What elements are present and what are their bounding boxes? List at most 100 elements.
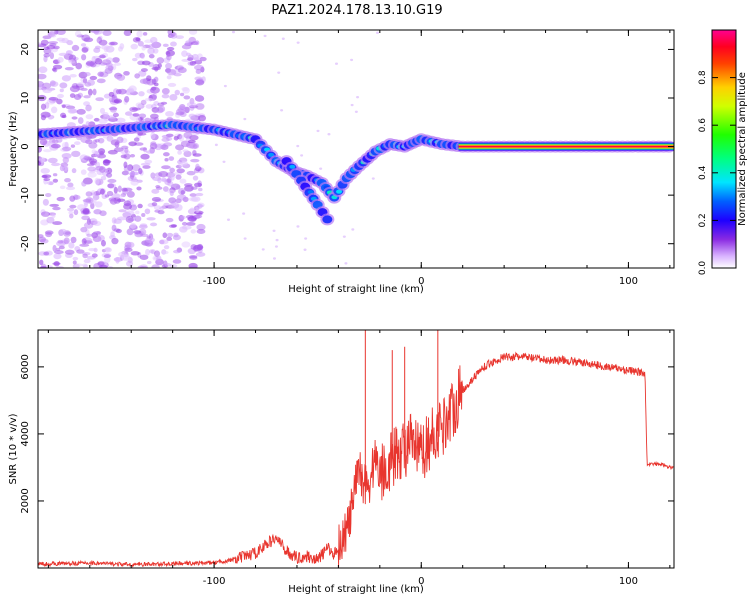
noise-blob xyxy=(38,236,46,243)
noise-blob xyxy=(43,52,51,58)
noise-blob xyxy=(161,87,170,95)
noise-blob xyxy=(146,217,156,221)
noise-blob xyxy=(71,150,81,158)
noise-blob xyxy=(140,153,150,160)
noise-blob xyxy=(199,56,207,62)
noise-blob xyxy=(182,149,189,153)
noise-blob xyxy=(85,114,94,120)
noise-blob xyxy=(94,177,100,185)
noise-blob xyxy=(189,193,197,197)
noise-blob xyxy=(145,150,155,154)
noise-blob xyxy=(181,50,188,57)
noise-blob xyxy=(174,89,181,96)
noise-blob xyxy=(132,57,138,62)
noise-blob xyxy=(61,75,72,82)
noise-blob xyxy=(192,149,197,156)
noise-blob xyxy=(82,78,88,84)
noise-blob xyxy=(169,202,180,209)
noise-blob xyxy=(161,137,170,142)
noise-blob xyxy=(137,265,145,268)
noise-blob xyxy=(71,44,80,52)
noise-blob xyxy=(137,203,143,209)
noise-blob xyxy=(88,142,98,149)
noise-blob xyxy=(243,117,247,121)
noise-blob xyxy=(136,30,143,38)
noise-blob xyxy=(140,99,147,106)
noise-blob xyxy=(90,197,97,204)
noise-blob xyxy=(170,174,175,181)
noise-blob xyxy=(196,223,206,231)
noise-blob xyxy=(81,47,89,53)
noise-blob xyxy=(52,262,61,266)
noise-blob xyxy=(195,192,204,197)
noise-blob xyxy=(190,186,198,190)
noise-blob xyxy=(194,182,203,188)
noise-blob xyxy=(126,228,134,236)
noise-blob xyxy=(141,45,146,51)
noise-blob xyxy=(300,154,304,157)
noise-blob xyxy=(116,198,126,203)
colorbar-gradient xyxy=(711,29,737,269)
noise-blob xyxy=(150,141,157,146)
noise-blob xyxy=(128,85,137,93)
noise-blob xyxy=(242,212,246,215)
noise-blob xyxy=(61,104,66,109)
noise-blob xyxy=(161,165,171,170)
noise-blob xyxy=(39,259,44,266)
noise-blob xyxy=(50,106,58,114)
noise-blob xyxy=(296,225,300,228)
noise-blob xyxy=(118,88,127,95)
spectrogram-ytick-label: -10 xyxy=(20,187,31,203)
noise-blob xyxy=(147,44,156,49)
noise-blob xyxy=(344,262,348,265)
noise-blob xyxy=(166,236,173,241)
noise-blob xyxy=(55,247,61,252)
colorbar: 0.0 0.2 0.4 0.6 0.8 Normalized spectral ampl… xyxy=(698,29,748,275)
noise-blob xyxy=(115,228,122,234)
noise-blob xyxy=(192,244,203,252)
noise-blob xyxy=(43,48,52,55)
noise-blob xyxy=(186,102,197,108)
noise-blob xyxy=(165,62,173,70)
noise-blob xyxy=(356,95,360,99)
noise-blob xyxy=(76,82,85,87)
noise-blob xyxy=(38,73,47,80)
noise-blob xyxy=(375,31,379,34)
noise-blob xyxy=(113,186,118,194)
noise-blob xyxy=(57,239,64,244)
noise-blob xyxy=(42,198,49,206)
noise-blob xyxy=(134,73,140,79)
noise-blob xyxy=(94,201,103,208)
noise-blob xyxy=(107,265,114,268)
noise-blob xyxy=(180,190,185,195)
spectrogram-ytick-label: 10 xyxy=(20,92,31,105)
noise-blob xyxy=(170,41,177,47)
noise-blob xyxy=(38,84,45,91)
noise-blob xyxy=(226,218,230,221)
snr-panel: -100 0 100 2000 4000 6000 Height of straight … xyxy=(8,329,675,595)
noise-blob xyxy=(138,168,143,175)
noise-blob xyxy=(97,137,105,144)
noise-blob xyxy=(163,152,170,157)
noise-blob xyxy=(112,57,120,63)
main-ridge-peak xyxy=(336,189,343,194)
noise-blob xyxy=(192,175,199,181)
noise-blob xyxy=(186,221,196,226)
noise-blob xyxy=(131,107,141,111)
noise-blob xyxy=(47,32,53,38)
noise-blob xyxy=(46,216,55,224)
noise-blob xyxy=(129,222,137,229)
colorbar-tick-label: 0.2 xyxy=(698,213,708,227)
noise-blob xyxy=(139,223,148,228)
noise-blob xyxy=(48,97,59,101)
noise-blob xyxy=(108,97,114,103)
noise-blob xyxy=(334,62,338,65)
noise-blob xyxy=(76,249,85,254)
noise-blob xyxy=(124,95,130,103)
noise-blob xyxy=(53,45,60,50)
noise-blob xyxy=(71,116,78,120)
noise-blob xyxy=(130,179,139,186)
noise-blob xyxy=(175,111,185,116)
noise-blob xyxy=(223,84,227,88)
